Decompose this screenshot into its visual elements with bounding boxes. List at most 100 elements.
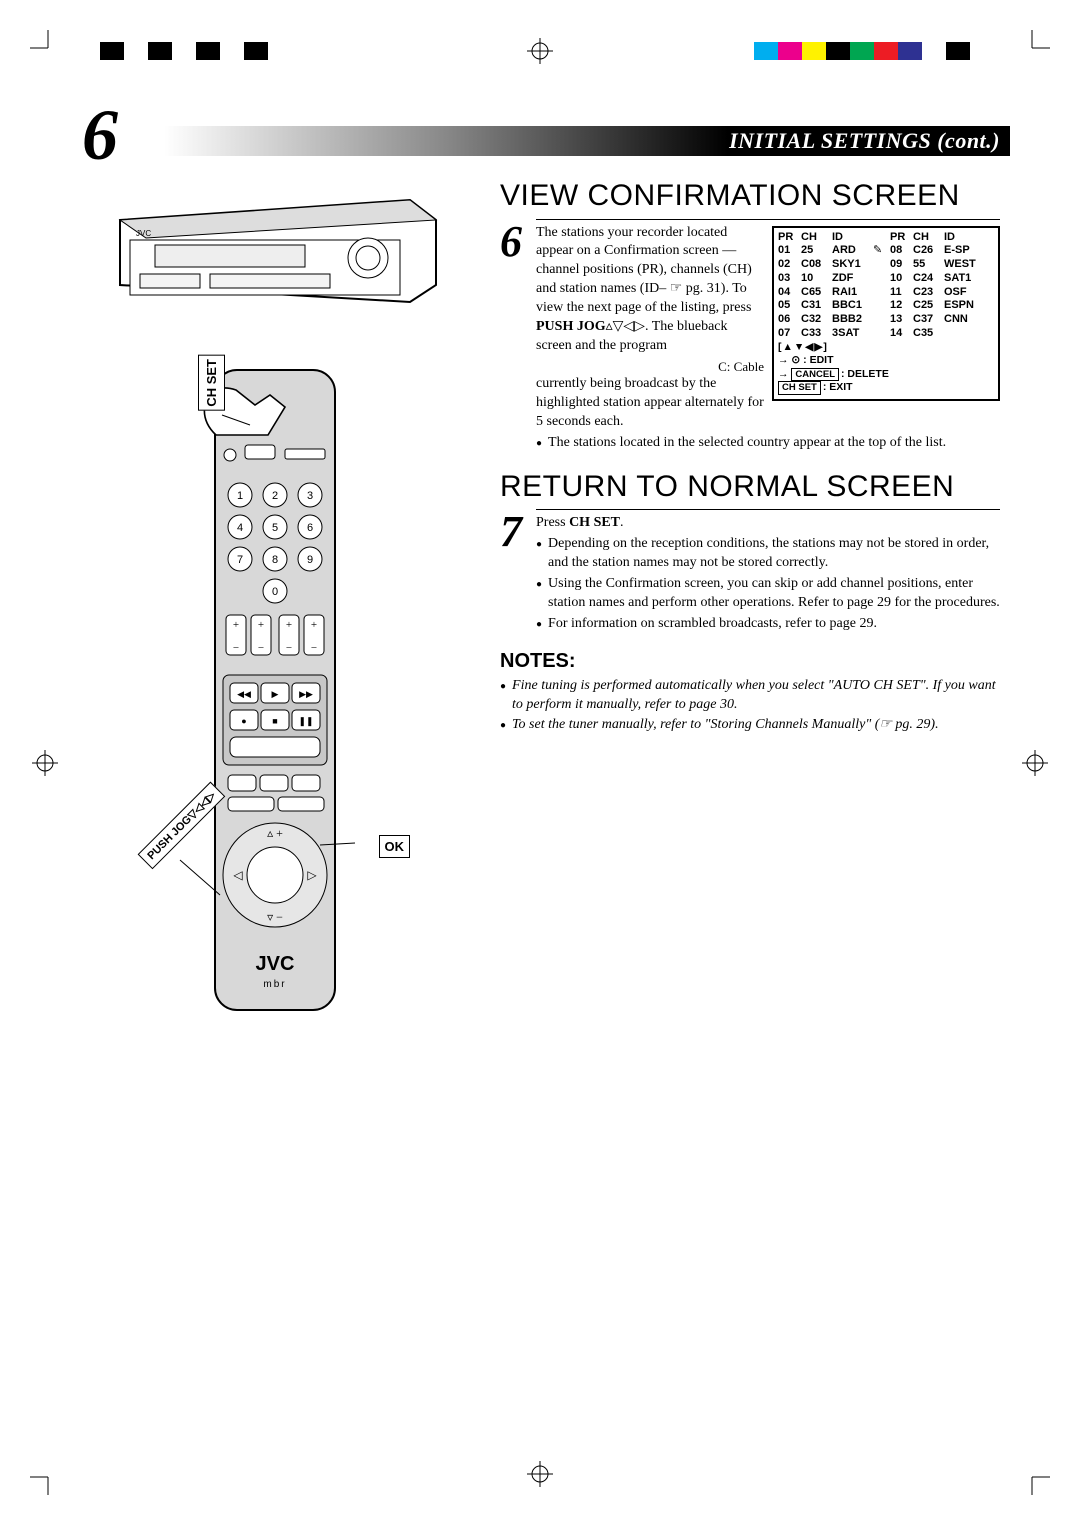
svg-text:+: + xyxy=(286,619,292,631)
svg-text:■: ■ xyxy=(272,716,277,726)
conf-cell: 12 xyxy=(890,299,912,313)
illustration-column: JVC CH SET OK PUSH JOG▽◁◁▷ xyxy=(80,190,460,1045)
conf-cell: C32 xyxy=(801,313,831,327)
svg-text:−: − xyxy=(258,642,264,654)
conf-cell: SKY1 xyxy=(832,258,872,272)
conf-cell: C65 xyxy=(801,286,831,300)
conf-cell: 10 xyxy=(890,272,912,286)
svg-text:mbr: mbr xyxy=(263,979,286,990)
conf-cell: 13 xyxy=(890,313,912,327)
conf-footer: [▲▼◀▶] → ⊙ : EDIT → CANCEL: DELETE CH SE… xyxy=(774,341,998,400)
page-number: 6 xyxy=(82,94,118,177)
conf-cell: 01 xyxy=(778,244,800,258)
conf-cell: 08 xyxy=(890,244,912,258)
svg-text:−: − xyxy=(311,642,317,654)
svg-text:+: + xyxy=(233,619,239,631)
conf-cell xyxy=(873,299,889,313)
note-item: Fine tuning is performed automatically w… xyxy=(500,677,1000,715)
conf-cell: PR xyxy=(778,231,800,245)
step6-body: PRCHIDPRCHID0125ARD✎08C26E-SP02C08SKY109… xyxy=(536,216,1000,453)
conf-cell: C23 xyxy=(913,286,943,300)
print-color-bars-right xyxy=(754,42,970,60)
conf-cell xyxy=(873,272,889,286)
brand-logo: JVC xyxy=(256,953,295,975)
conf-cell: 14 xyxy=(890,327,912,341)
svg-text:6: 6 xyxy=(307,522,313,534)
bullet-item: The stations located in the selected cou… xyxy=(536,434,1000,453)
step6-headline: VIEW CONFIRMATION SCREEN xyxy=(500,180,1000,212)
conf-cell xyxy=(873,258,889,272)
step7-headline: RETURN TO NORMAL SCREEN xyxy=(500,471,1000,503)
conf-cell: 10 xyxy=(801,272,831,286)
conf-cell: 55 xyxy=(913,258,943,272)
step6-text: The stations your recorder located appea… xyxy=(536,225,752,316)
svg-text:3: 3 xyxy=(307,490,313,502)
conf-cell: CH xyxy=(801,231,831,245)
conf-cell: CH xyxy=(913,231,943,245)
conf-cell: 02 xyxy=(778,258,800,272)
conf-cell: 25 xyxy=(801,244,831,258)
notes-heading: NOTES: xyxy=(500,650,1000,673)
brand-label: JVC xyxy=(136,229,151,238)
svg-text:+: + xyxy=(311,619,317,631)
svg-text:5: 5 xyxy=(272,522,278,534)
conf-cell: 07 xyxy=(778,327,800,341)
conf-cell: C24 xyxy=(913,272,943,286)
page-header: 6 INITIAL SETTINGS (cont.) xyxy=(70,100,1010,160)
confirmation-screen-table: PRCHIDPRCHID0125ARD✎08C26E-SP02C08SKY109… xyxy=(772,226,1000,402)
svg-text:▷: ▷ xyxy=(307,868,317,882)
svg-text:▵ +: ▵ + xyxy=(267,826,283,840)
vcr-illustration: JVC xyxy=(110,190,440,305)
svg-text:8: 8 xyxy=(272,554,278,566)
conf-cell: 05 xyxy=(778,299,800,313)
text-column: VIEW CONFIRMATION SCREEN 6 PRCHIDPRCHID0… xyxy=(500,180,1000,735)
conf-cell: WEST xyxy=(944,258,984,272)
section-title: INITIAL SETTINGS (cont.) xyxy=(729,126,1000,156)
svg-text:1: 1 xyxy=(237,490,243,502)
registration-mark xyxy=(1022,750,1048,776)
conf-cell: C08 xyxy=(801,258,831,272)
callout-chset: CH SET xyxy=(198,355,225,411)
conf-cell: SAT1 xyxy=(944,272,984,286)
svg-text:9: 9 xyxy=(307,554,313,566)
remote-illustration: CH SET OK PUSH JOG▽◁◁▷ xyxy=(160,365,380,1045)
conf-cell: ✎ xyxy=(873,244,889,258)
conf-cell xyxy=(873,327,889,341)
conf-cell: RAI1 xyxy=(832,286,872,300)
bullet-item: Depending on the reception conditions, t… xyxy=(536,535,1000,573)
conf-cell: 03 xyxy=(778,272,800,286)
callout-ok: OK xyxy=(379,835,411,858)
crop-mark xyxy=(30,1471,54,1495)
conf-cell: CNN xyxy=(944,313,984,327)
conf-cell: E-SP xyxy=(944,244,984,258)
bullet-item: Using the Confirmation screen, you can s… xyxy=(536,575,1000,613)
svg-text:◀◀: ◀◀ xyxy=(237,689,251,699)
conf-cell xyxy=(873,313,889,327)
step7-body: Press CH SET. Depending on the reception… xyxy=(536,506,1000,633)
svg-text:◁: ◁ xyxy=(233,868,243,882)
crop-mark xyxy=(1026,1471,1050,1495)
print-color-bars-left xyxy=(100,42,268,60)
conf-cell: C33 xyxy=(801,327,831,341)
step-number: 6 xyxy=(500,220,536,264)
conf-cell: ZDF xyxy=(832,272,872,286)
conf-cell: C31 xyxy=(801,299,831,313)
conf-cell: 06 xyxy=(778,313,800,327)
conf-cell: ESPN xyxy=(944,299,984,313)
svg-text:▿ −: ▿ − xyxy=(267,910,283,924)
conf-cell: PR xyxy=(890,231,912,245)
svg-text:▶: ▶ xyxy=(272,689,279,699)
svg-text:7: 7 xyxy=(237,554,243,566)
bullet-item: For information on scrambled broadcasts,… xyxy=(536,615,1000,634)
svg-text:−: − xyxy=(286,642,292,654)
notes-body: Fine tuning is performed automatically w… xyxy=(500,677,1000,736)
step-6: 6 PRCHIDPRCHID0125ARD✎08C26E-SP02C08SKY1… xyxy=(500,216,1000,453)
step6-text-cont: currently being broadcast by the highlig… xyxy=(536,376,764,429)
conf-cell: 09 xyxy=(890,258,912,272)
conf-cell xyxy=(944,327,984,341)
conf-cell: BBC1 xyxy=(832,299,872,313)
registration-mark xyxy=(32,750,58,776)
registration-mark xyxy=(527,38,553,64)
conf-nav-hint: [▲▼◀▶] xyxy=(778,341,994,355)
conf-cell: C35 xyxy=(913,327,943,341)
